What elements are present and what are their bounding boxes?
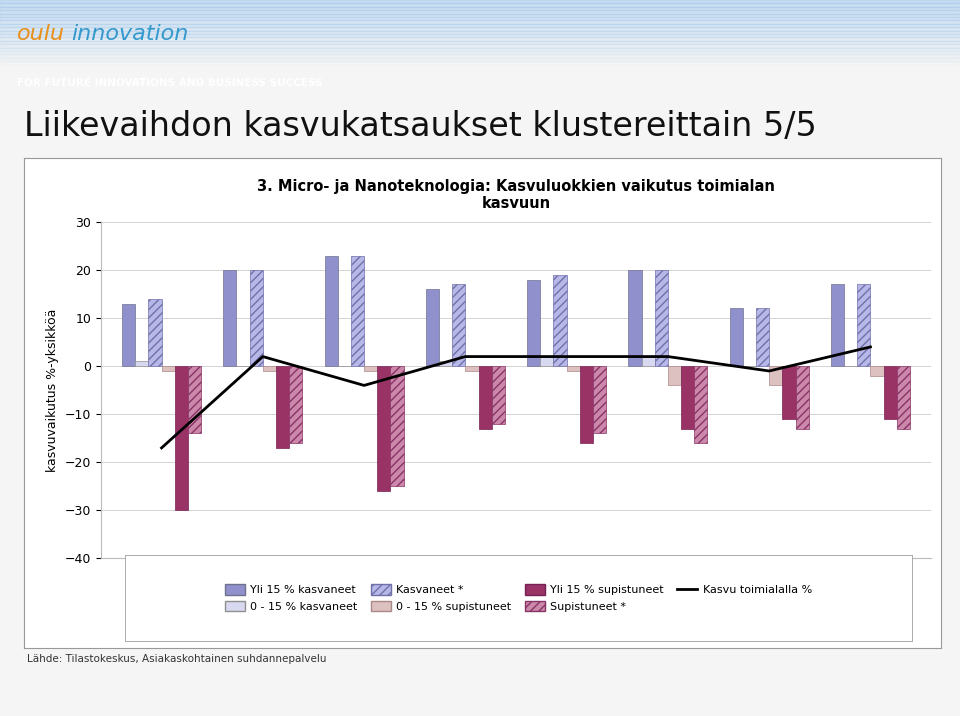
Bar: [135, 362, 149, 366]
Y-axis label: kasvuvaikutus %-yksikköä: kasvuvaikutus %-yksikköä: [46, 309, 60, 472]
Bar: [224, 270, 236, 366]
Bar: [351, 256, 364, 366]
Bar: [175, 366, 188, 511]
Bar: [324, 256, 338, 366]
Bar: [188, 366, 201, 433]
Bar: [0, 24, 960, 27]
Bar: [263, 366, 276, 371]
Bar: [478, 366, 492, 429]
Bar: [527, 280, 540, 366]
Bar: [122, 304, 135, 366]
Bar: [580, 366, 593, 443]
Bar: [641, 357, 655, 366]
Bar: [0, 6, 960, 10]
Bar: [0, 37, 960, 41]
Bar: [897, 366, 910, 429]
Bar: [0, 58, 960, 61]
Bar: [276, 366, 289, 448]
Bar: [0, 62, 960, 64]
Text: Lähde: Tilastokeskus, Asiakaskohtainen suhdannepalvelu: Lähde: Tilastokeskus, Asiakaskohtainen s…: [27, 654, 326, 664]
Text: Liikevaihdon kasvukatsaukset klustereittain 5/5: Liikevaihdon kasvukatsaukset klustereitt…: [24, 110, 817, 143]
Bar: [782, 366, 796, 419]
Bar: [554, 275, 566, 366]
Bar: [655, 270, 668, 366]
Text: innovation: innovation: [71, 24, 188, 44]
Bar: [871, 366, 883, 376]
Bar: [377, 366, 391, 491]
Bar: [426, 289, 439, 366]
Bar: [289, 366, 302, 443]
Bar: [0, 0, 960, 4]
Bar: [540, 357, 554, 366]
Bar: [0, 4, 960, 6]
Bar: [857, 284, 871, 366]
Bar: [0, 27, 960, 31]
Bar: [492, 366, 505, 424]
Bar: [883, 366, 897, 419]
Bar: [0, 31, 960, 34]
Bar: [756, 309, 769, 366]
Bar: [0, 34, 960, 37]
Bar: [0, 51, 960, 54]
Bar: [0, 47, 960, 51]
Bar: [730, 309, 743, 366]
Bar: [391, 366, 403, 486]
Bar: [0, 17, 960, 20]
Title: 3. Micro- ja Nanoteknologia: Kasvuluokkien vaikutus toimialan
kasvuun: 3. Micro- ja Nanoteknologia: Kasvuluokki…: [257, 179, 775, 211]
Bar: [796, 366, 808, 429]
Bar: [452, 284, 466, 366]
Bar: [466, 366, 478, 371]
Bar: [831, 284, 844, 366]
Bar: [149, 299, 161, 366]
Bar: [0, 44, 960, 47]
Text: FOR FUTURE INNOVATIONS AND BUSINESS SUCCESS: FOR FUTURE INNOVATIONS AND BUSINESS SUCC…: [17, 79, 323, 88]
Bar: [0, 21, 960, 24]
Bar: [668, 366, 681, 385]
Bar: [769, 366, 782, 385]
Bar: [439, 362, 452, 366]
Text: oulu: oulu: [17, 24, 65, 44]
Legend: Yli 15 % kasvaneet, 0 - 15 % kasvaneet, Kasvaneet *, 0 - 15 % supistuneet, Yli 1: Yli 15 % kasvaneet, 0 - 15 % kasvaneet, …: [220, 579, 817, 616]
Bar: [0, 64, 960, 68]
Bar: [364, 366, 377, 371]
Bar: [161, 366, 175, 371]
Bar: [0, 41, 960, 44]
Bar: [250, 270, 263, 366]
Bar: [694, 366, 708, 443]
Bar: [593, 366, 606, 433]
Bar: [681, 366, 694, 429]
Bar: [629, 270, 641, 366]
Bar: [0, 14, 960, 17]
Bar: [0, 54, 960, 58]
Bar: [0, 10, 960, 14]
Bar: [566, 366, 580, 371]
